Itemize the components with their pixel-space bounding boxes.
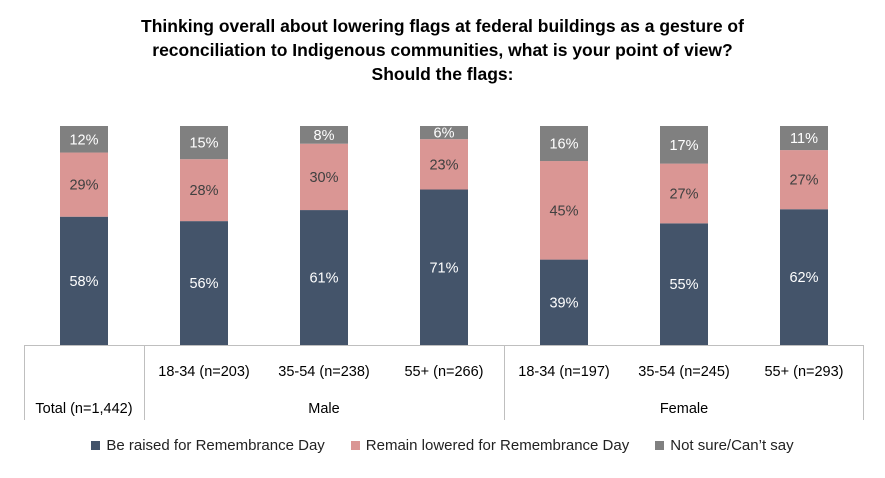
legend-swatch-lowered bbox=[350, 441, 360, 450]
bar-segment-s0-c6 bbox=[780, 209, 828, 345]
category-label-1: 18-34 (n=203) bbox=[158, 364, 250, 380]
data-label-s0-c3: 71% bbox=[429, 260, 458, 276]
bar-segment-s2-c0 bbox=[60, 126, 108, 153]
group-label-0: Male bbox=[308, 401, 339, 417]
category-label-2: 35-54 (n=238) bbox=[278, 364, 370, 380]
bar-segment-s0-c4 bbox=[540, 259, 588, 345]
category-label-4: 18-34 (n=197) bbox=[518, 364, 610, 380]
data-label-s2-c2: 8% bbox=[314, 128, 335, 144]
legend-item-not-sure[interactable]: Not sure/Can’t say bbox=[655, 437, 794, 454]
bar-segment-s2-c5 bbox=[660, 126, 708, 164]
data-label-s2-c0: 12% bbox=[69, 132, 98, 148]
bar-segment-s0-c2 bbox=[300, 210, 348, 345]
data-label-s0-c2: 61% bbox=[309, 271, 338, 287]
legend-swatch-raised bbox=[91, 441, 101, 450]
bar-segment-s1-c5 bbox=[660, 163, 708, 224]
legend-label-lowered: Remain lowered for Remembrance Day bbox=[365, 437, 630, 454]
data-label-s1-c6: 27% bbox=[789, 173, 818, 189]
chart-title-line-1: Thinking overall about lowering flags at… bbox=[141, 16, 744, 36]
legend-label-raised: Be raised for Remembrance Day bbox=[106, 437, 325, 454]
data-label-s2-c4: 16% bbox=[549, 137, 578, 153]
data-label-s2-c1: 15% bbox=[189, 136, 218, 152]
data-label-s1-c2: 30% bbox=[309, 170, 338, 186]
category-label-5: 35-54 (n=245) bbox=[638, 364, 730, 380]
legend-item-raised[interactable]: Be raised for Remembrance Day bbox=[91, 437, 325, 454]
bar-segment-s1-c3 bbox=[420, 139, 468, 190]
chart-legend: Be raised for Remembrance Day Remain low… bbox=[0, 437, 885, 454]
data-label-s0-c1: 56% bbox=[189, 276, 218, 292]
data-label-s1-c1: 28% bbox=[189, 183, 218, 199]
bar-segment-s0-c1 bbox=[180, 221, 228, 345]
category-label-0: Total (n=1,442) bbox=[35, 401, 132, 417]
chart-title: Thinking overall about lowering flags at… bbox=[0, 14, 885, 86]
data-label-s2-c3: 6% bbox=[434, 126, 455, 142]
data-label-s1-c4: 45% bbox=[549, 203, 578, 219]
bar-segment-s2-c2 bbox=[300, 126, 348, 144]
legend-item-lowered[interactable]: Remain lowered for Remembrance Day bbox=[350, 437, 630, 454]
category-label-6: 55+ (n=293) bbox=[764, 364, 843, 380]
chart-title-line-2: reconciliation to Indigenous communities… bbox=[152, 40, 733, 60]
bar-segment-s1-c1 bbox=[180, 159, 228, 222]
bar-segment-s2-c4 bbox=[540, 126, 588, 162]
bar-segment-s2-c6 bbox=[780, 126, 828, 151]
data-label-s1-c3: 23% bbox=[429, 157, 458, 173]
category-label-3: 55+ (n=266) bbox=[404, 364, 483, 380]
bar-segment-s1-c2 bbox=[300, 143, 348, 211]
data-label-s0-c5: 55% bbox=[669, 277, 698, 293]
data-label-s0-c4: 39% bbox=[549, 295, 578, 311]
legend-label-not-sure: Not sure/Can’t say bbox=[670, 437, 794, 454]
group-label-1: Female bbox=[660, 401, 708, 417]
bar-segment-s1-c4 bbox=[540, 161, 588, 260]
data-label-s2-c6: 11% bbox=[790, 131, 818, 147]
bar-segment-s1-c6 bbox=[780, 150, 828, 210]
data-label-s0-c6: 62% bbox=[789, 270, 818, 286]
data-label-s1-c5: 27% bbox=[669, 186, 698, 202]
bar-segment-s0-c0 bbox=[60, 216, 108, 345]
bar-segment-s2-c3 bbox=[420, 126, 468, 140]
bar-segment-s2-c1 bbox=[180, 126, 228, 160]
data-label-s1-c0: 29% bbox=[69, 178, 98, 194]
bar-segment-s0-c5 bbox=[660, 223, 708, 345]
data-label-s2-c5: 17% bbox=[669, 138, 698, 154]
legend-swatch-not-sure bbox=[655, 441, 665, 450]
bar-segment-s0-c3 bbox=[420, 189, 468, 345]
data-label-s0-c0: 58% bbox=[69, 274, 98, 290]
chart-title-line-3: Should the flags: bbox=[371, 64, 514, 84]
bar-segment-s1-c0 bbox=[60, 152, 108, 217]
